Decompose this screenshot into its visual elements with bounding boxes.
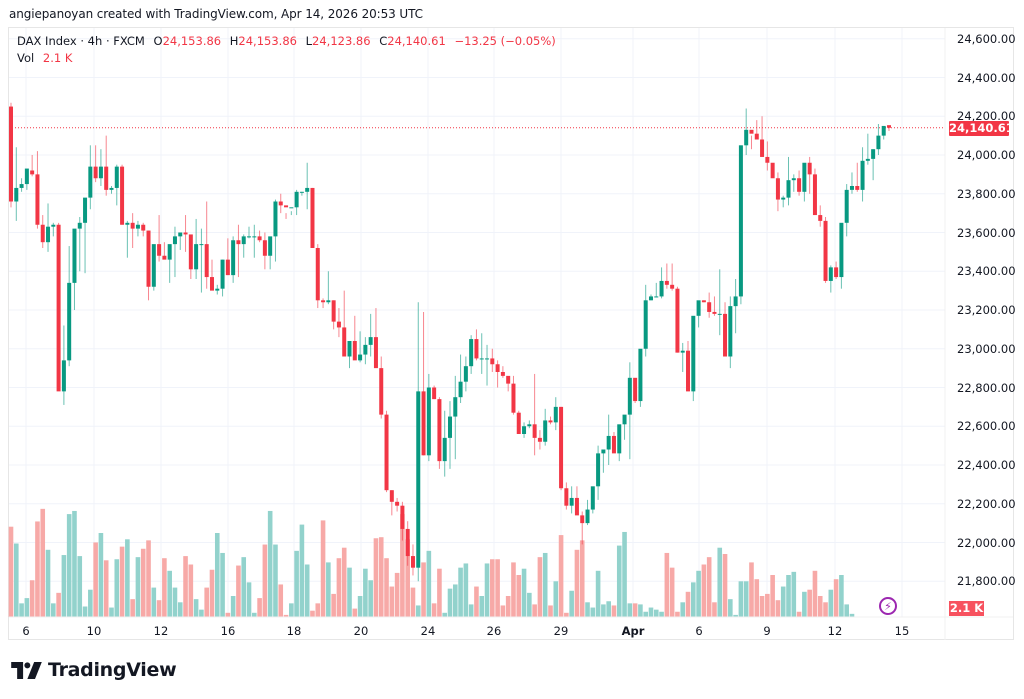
time-axis-label: 29 xyxy=(553,624,569,638)
time-axis-label: 16 xyxy=(220,624,236,638)
price-axis-label: 24,400.00 xyxy=(957,70,1016,85)
volume-row: Vol 2.1 K xyxy=(17,50,556,66)
volume-bars xyxy=(8,508,855,617)
brand-wordmark: TradingView xyxy=(48,659,177,681)
time-axis-label: Apr xyxy=(621,624,645,638)
chart-legend: DAX Index · 4h · FXCM O24,153.86 H24,153… xyxy=(17,33,556,66)
time-axis-label: 9 xyxy=(763,624,771,638)
symbol-info[interactable]: DAX Index · 4h · FXCM xyxy=(17,34,145,48)
close-value: 24,140.61 xyxy=(387,34,446,48)
price-axis-label: 22,800.00 xyxy=(957,380,1016,395)
open-value: 24,153.86 xyxy=(162,34,222,48)
price-axis-label: 22,600.00 xyxy=(957,419,1016,434)
time-axis-label: 24 xyxy=(420,624,436,638)
lightning-icon[interactable]: ⚡︎ xyxy=(879,597,897,615)
low-value: 24,123.86 xyxy=(312,34,371,48)
price-axis-label: 22,200.00 xyxy=(957,496,1016,511)
volume-tag: 2.1 K xyxy=(949,601,984,616)
time-axis-label: 12 xyxy=(827,624,843,638)
ohlc-row: DAX Index · 4h · FXCM O24,153.86 H24,153… xyxy=(17,34,556,48)
price-axis-label: 23,800.00 xyxy=(957,186,1016,201)
price-axis-label: 23,400.00 xyxy=(957,264,1016,279)
price-axis-label: 23,600.00 xyxy=(957,225,1016,240)
time-axis-label: 6 xyxy=(22,624,30,638)
price-axis-label: 23,200.00 xyxy=(957,303,1016,317)
volume-label: Vol xyxy=(17,51,35,65)
price-axis-label: 23,000.00 xyxy=(957,341,1016,356)
tradingview-logo[interactable]: TradingView xyxy=(11,659,177,681)
time-axis-label: 15 xyxy=(894,624,910,638)
time-axis-label: 18 xyxy=(286,624,302,638)
time-axis-label: 26 xyxy=(486,624,502,638)
volume-value: 2.1 K xyxy=(42,51,73,65)
change-value: −13.25 (−0.05%) xyxy=(454,34,556,48)
price-axis-label: 24,200.00 xyxy=(957,109,1016,124)
time-axis-label: 10 xyxy=(86,624,102,638)
time-axis-label: 6 xyxy=(695,624,703,638)
time-axis-label: 12 xyxy=(153,624,169,638)
price-axis-label: 21,800.00 xyxy=(957,574,1016,589)
tradingview-logo-icon xyxy=(11,661,42,679)
last-price-tag: 24,140.61 xyxy=(949,121,1014,136)
time-axis-label: 20 xyxy=(353,624,369,638)
high-value: 24,153.86 xyxy=(238,34,297,48)
grid-lines xyxy=(9,28,945,617)
price-axis-label: 24,000.00 xyxy=(957,148,1016,162)
chart-frame xyxy=(8,27,1014,640)
price-axis-label: 22,000.00 xyxy=(957,535,1016,550)
price-axis-label: 24,600.00 xyxy=(957,31,1016,46)
candlesticks xyxy=(9,102,891,582)
chart-credit: angiepanoyan created with TradingView.co… xyxy=(9,7,423,21)
price-axis-label: 22,400.00 xyxy=(957,458,1016,472)
